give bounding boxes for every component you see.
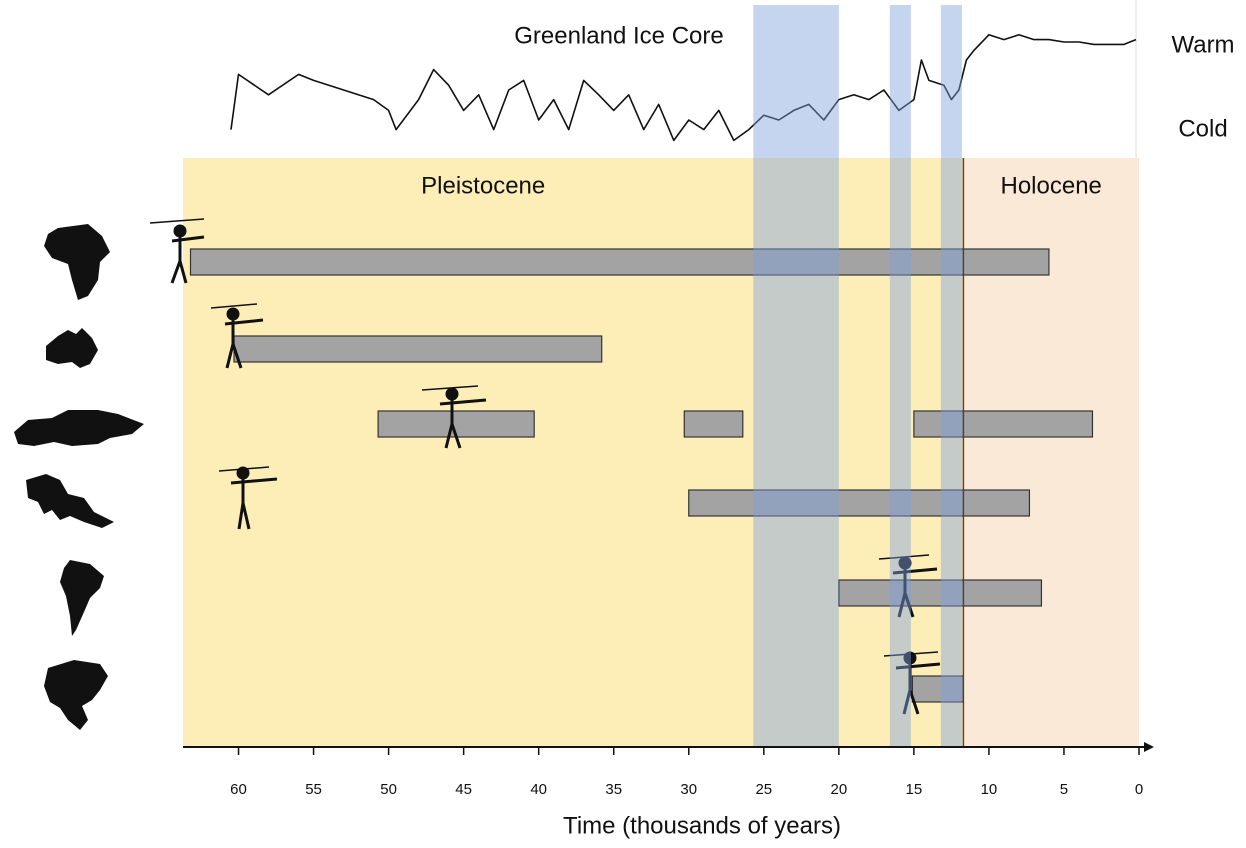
x-tick-label: 45 [455, 781, 472, 798]
x-tick-label: 55 [305, 781, 322, 798]
cold-period-band [753, 5, 839, 747]
x-axis-label: Time (thousands of years) [563, 812, 841, 839]
x-tick-label: 50 [380, 781, 397, 798]
x-tick-label: 35 [605, 781, 622, 798]
north-america-icon [44, 660, 108, 730]
australia-icon [46, 328, 98, 368]
x-tick-label: 5 [1060, 781, 1068, 798]
era-label: Holocene [1000, 172, 1101, 199]
presence-bar [683, 410, 744, 438]
africa-icon [44, 224, 110, 300]
presence-bar [688, 489, 1031, 517]
icon-layer [14, 218, 941, 730]
x-tick-label: 60 [230, 781, 247, 798]
cold-label: Cold [1178, 115, 1227, 142]
presence-bar [911, 675, 965, 703]
hunter-icon [149, 218, 941, 715]
presence-bar [189, 248, 1050, 276]
ice-core-line [230, 34, 1137, 142]
south-asia-icon [26, 474, 114, 528]
x-tick-label: 30 [680, 781, 697, 798]
x-tick-label: 40 [530, 781, 547, 798]
x-tick-label: 0 [1135, 781, 1143, 798]
x-tick-label: 20 [830, 781, 847, 798]
cold-period-band [940, 5, 962, 747]
era-band [183, 158, 964, 747]
presence-bar [838, 579, 1043, 607]
x-axis-arrow [1144, 742, 1154, 752]
cold-period-band [889, 5, 911, 747]
x-tick-label: 15 [906, 781, 923, 798]
warm-label: Warm [1171, 31, 1234, 58]
ice-core-title: Greenland Ice Core [514, 22, 723, 49]
x-tick-label: 10 [981, 781, 998, 798]
south-america-icon [60, 560, 104, 636]
era-band [963, 158, 1139, 747]
background-layer [183, 0, 1139, 747]
eurasia-icon [14, 410, 144, 446]
x-tick-label: 25 [755, 781, 772, 798]
era-label: Pleistocene [421, 172, 545, 199]
presence-bar [233, 335, 603, 363]
presence-bar [913, 410, 1094, 438]
